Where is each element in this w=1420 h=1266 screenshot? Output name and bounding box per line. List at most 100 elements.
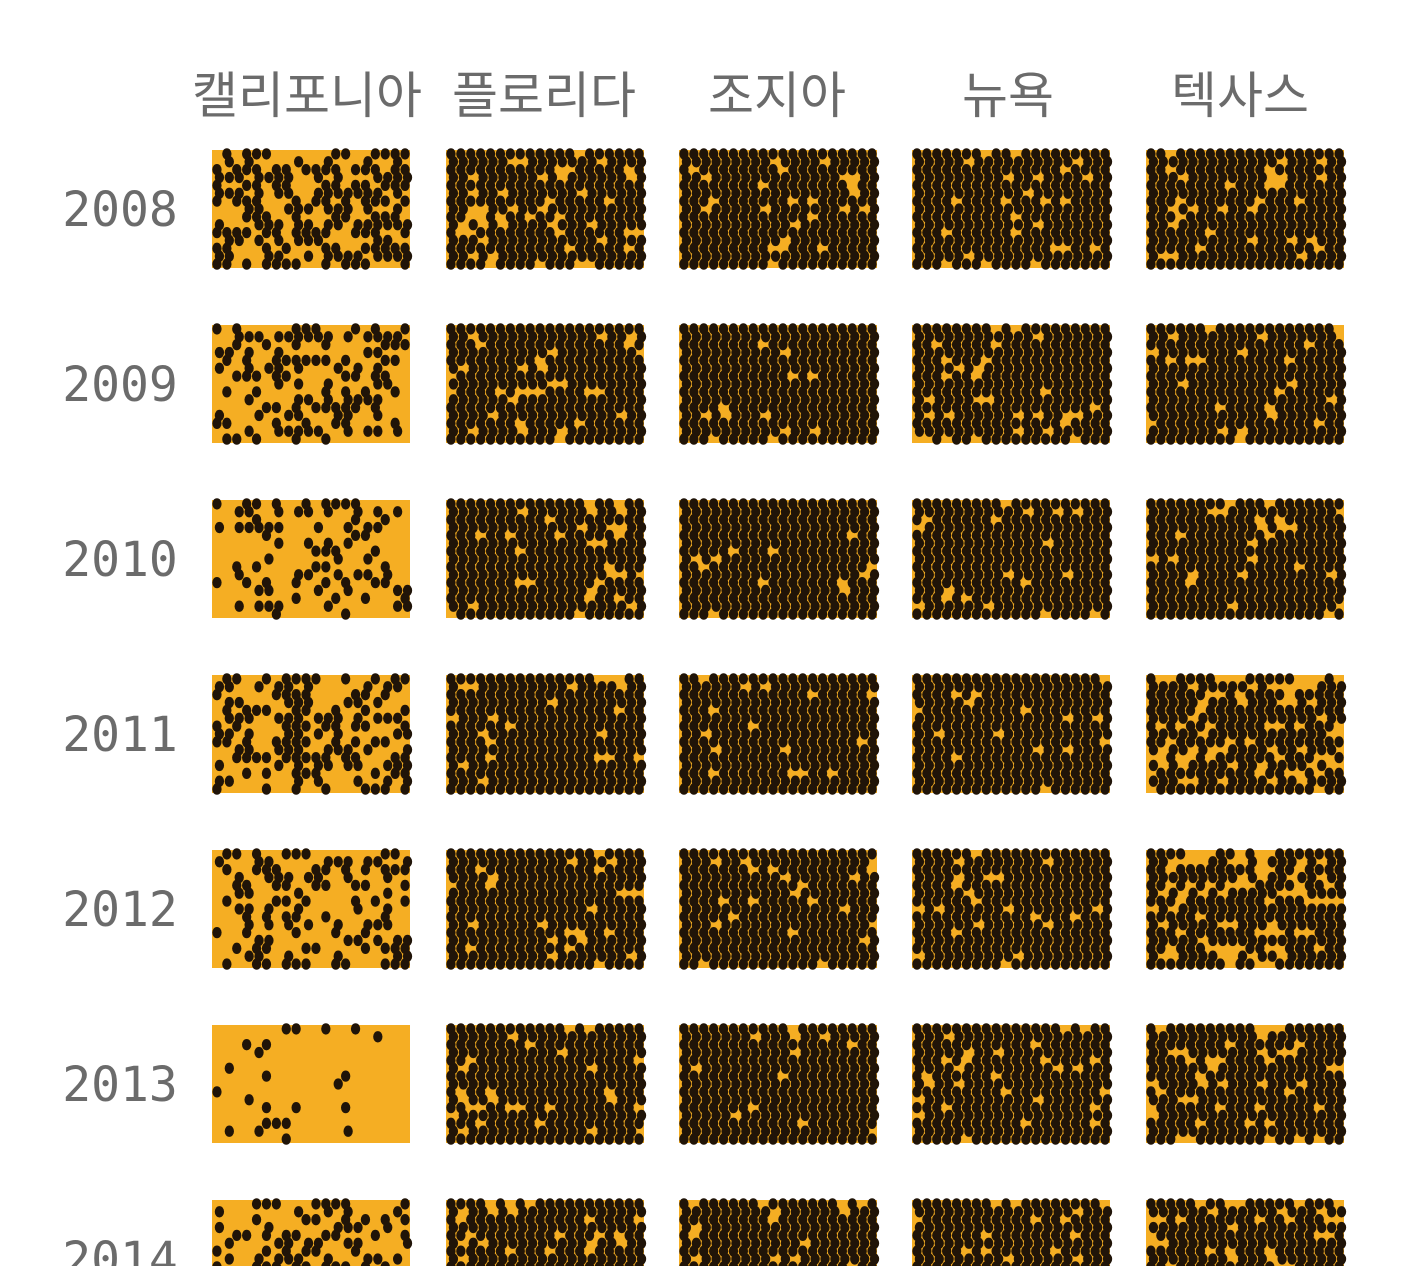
hex-cell-empty (251, 498, 262, 510)
hex-cell-empty (1304, 783, 1314, 795)
hex-cell-empty (1168, 728, 1178, 740)
hex-cell-empty (557, 219, 567, 231)
hex-cell-empty (857, 258, 867, 270)
hex-cell-empty (380, 514, 390, 526)
hex-cell-empty (1023, 696, 1033, 709)
hex-cell-empty (242, 211, 252, 223)
hex-cell-empty (634, 258, 644, 270)
hex-cell-empty (261, 148, 272, 160)
hex-cell-empty (981, 592, 991, 604)
hex-grids (212, 148, 1347, 1266)
hex-cell-empty (1294, 258, 1305, 270)
hex-cell-empty (1050, 498, 1061, 510)
hex-cell-empty (912, 783, 922, 795)
hex-cell-empty (912, 514, 922, 526)
hex-cell-empty (311, 354, 321, 367)
hex-cell-empty (827, 608, 838, 620)
state-label-california: 캘리포니아 (192, 67, 422, 125)
hex-cell-empty (1011, 433, 1021, 445)
hex-cell-empty (1031, 783, 1041, 795)
hex-cell-empty (1284, 433, 1295, 445)
hex-cell-empty (808, 417, 818, 429)
hex-cell-empty (575, 783, 585, 795)
hex-cell-empty (624, 323, 634, 335)
hex-cell-empty (380, 736, 390, 748)
hex-cell-empty (456, 354, 466, 367)
hex-cell-empty (942, 608, 952, 620)
hex-cell-empty (788, 258, 798, 270)
hex-cell-empty (284, 331, 294, 343)
hex-cell-empty (281, 242, 291, 254)
hex-cell-empty (1043, 187, 1053, 199)
hex-cell-empty (234, 234, 244, 247)
hex-cell-empty (323, 600, 333, 612)
hex-cell-empty (234, 506, 244, 518)
hex-cell-empty (869, 553, 880, 565)
hex-cell-empty (820, 234, 830, 247)
hex-cell-empty (1146, 608, 1156, 620)
hex-cell-empty (626, 219, 637, 231)
hex-grid-2011-col2 (446, 673, 647, 795)
hex-cell-empty (1080, 164, 1090, 176)
hex-cell-empty (321, 720, 331, 732)
hex-cell-empty (360, 720, 371, 732)
hex-cell-empty (1277, 378, 1287, 390)
hex-cell-empty (991, 783, 1001, 795)
hex-cell-empty (1185, 195, 1196, 207)
hex-cell-empty (699, 433, 709, 445)
hex-cell-empty (557, 203, 567, 215)
hex-cell-empty (303, 871, 314, 884)
hex-cell-empty (1334, 608, 1344, 620)
hex-cell-empty (555, 258, 565, 270)
hex-cell-empty (1166, 258, 1176, 270)
hex-grid-2008-col3 (679, 148, 880, 270)
hex-cell-empty (466, 242, 476, 254)
hex-cell-empty (363, 331, 373, 343)
hex-cell-empty (798, 783, 808, 795)
hex-cell-empty (1011, 401, 1021, 414)
hex-cell-empty (234, 569, 244, 581)
hex-cell-empty (1205, 783, 1215, 795)
hex-cell-empty (699, 401, 709, 414)
hex-cell-empty (392, 506, 403, 518)
hex-cell-empty (212, 736, 222, 748)
hex-cell-empty (254, 234, 264, 247)
hex-cell-empty (1031, 433, 1041, 445)
hex-cell-empty (971, 258, 981, 270)
hex-cell-empty (1314, 433, 1324, 445)
hex-cell-empty (370, 673, 380, 685)
hex-cell-empty (1297, 553, 1307, 565)
hex-cell-empty (634, 608, 644, 620)
hex-cell-empty (274, 521, 284, 534)
hex-cell-empty (360, 689, 371, 701)
hex-cell-empty (446, 783, 456, 795)
hex-cell-empty (1060, 433, 1071, 445)
hex-cell-empty (1156, 433, 1166, 445)
hex-cell-empty (370, 195, 380, 207)
hex-cell-empty (751, 712, 761, 724)
hex-cell-empty (402, 600, 413, 612)
hex-cell-empty (1090, 433, 1100, 445)
hex-cell-empty (1277, 506, 1287, 518)
hex-cell-empty (313, 171, 324, 184)
hex-cell-empty (485, 242, 496, 254)
hex-cell-empty (1166, 545, 1176, 557)
hex-cell-empty (728, 258, 739, 270)
hex-cell-empty (456, 751, 466, 764)
hex-cell-empty (711, 759, 721, 772)
hex-cell-empty (476, 195, 486, 207)
hex-cell-empty (961, 258, 972, 270)
hex-cell-empty (614, 401, 624, 414)
hex-cell-empty (303, 425, 314, 437)
hex-cell-empty (370, 545, 380, 557)
hex-cell-empty (857, 561, 867, 573)
hex-cell-empty (614, 514, 624, 526)
hex-cell-empty (1265, 433, 1275, 445)
hex-cell-empty (1100, 783, 1110, 795)
hex-cell-empty (242, 258, 252, 270)
hex-cell-empty (1166, 783, 1176, 795)
hex-cell-empty (1265, 608, 1275, 620)
hex-cell-empty (341, 211, 351, 223)
hex-cell-empty (380, 783, 390, 795)
hex-cell-empty (485, 783, 496, 795)
